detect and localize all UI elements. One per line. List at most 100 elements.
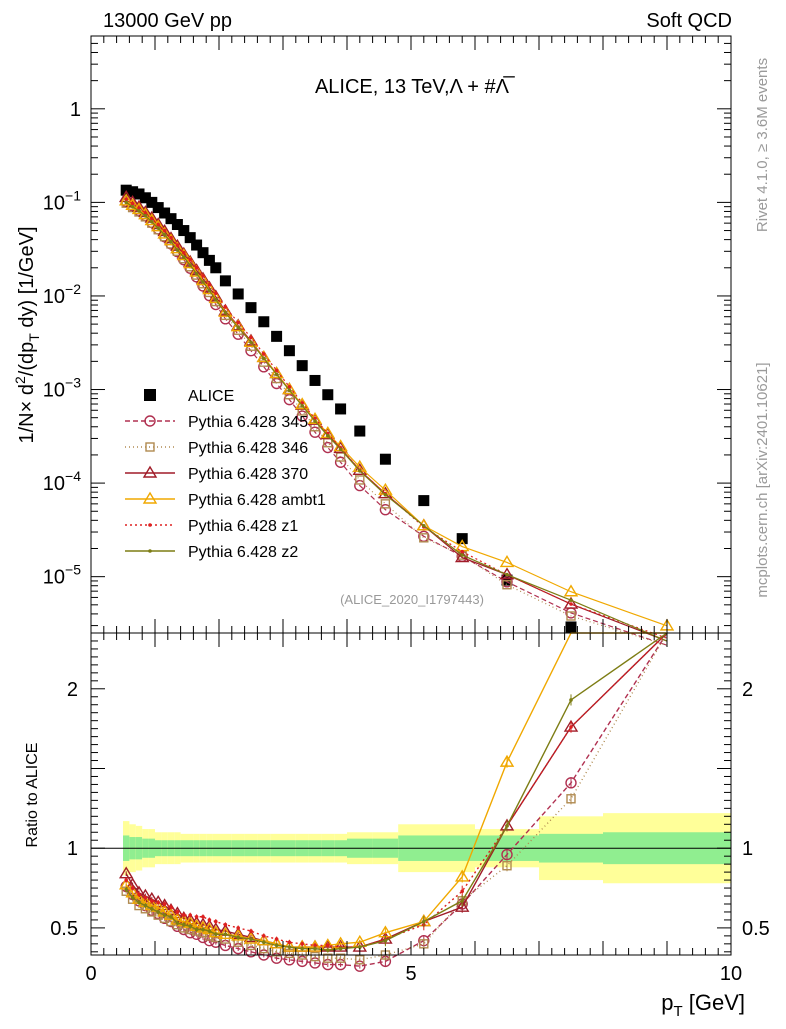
ratio-data-point bbox=[163, 907, 179, 920]
series-pythia-6-428-z2 bbox=[124, 200, 668, 642]
main-data-point bbox=[156, 222, 160, 227]
ratio-data-point bbox=[262, 940, 266, 945]
main-y-tick-label: 10−4 bbox=[43, 468, 81, 495]
main-data-point bbox=[419, 533, 429, 543]
legend-entry: Pythia 6.428 370 bbox=[125, 465, 308, 483]
ratio-data-point bbox=[313, 943, 317, 948]
ratio-data-point bbox=[130, 895, 135, 900]
main-y-tick-label: 10−3 bbox=[43, 375, 81, 402]
ratio-series-pythia-6-428-ambt1 bbox=[118, 632, 667, 952]
main-data-point bbox=[283, 345, 295, 357]
main-data-point bbox=[201, 280, 205, 284]
ratio-data-point bbox=[143, 903, 148, 908]
ratio-panel-frame bbox=[90, 632, 732, 956]
ratio-data-point bbox=[214, 932, 218, 937]
ratio-data-point bbox=[300, 946, 305, 951]
main-data-point bbox=[232, 288, 244, 300]
ratio-data-point bbox=[256, 933, 272, 946]
main-data-point bbox=[333, 441, 348, 454]
ratio-data-point bbox=[323, 953, 333, 963]
ratio-data-point bbox=[188, 913, 192, 917]
main-data-point bbox=[169, 235, 173, 240]
ylabel-main: 1/N× d bbox=[16, 384, 38, 443]
main-data-point bbox=[262, 356, 266, 361]
ratio-data-point bbox=[383, 938, 388, 943]
main-data-point bbox=[150, 220, 154, 224]
ratio-data-point bbox=[355, 955, 365, 965]
ratio-data-point bbox=[169, 914, 173, 919]
main-data-point bbox=[326, 434, 330, 438]
main-y-tick-exp: −3 bbox=[65, 375, 81, 391]
header-left: 13000 GeV pp bbox=[103, 10, 232, 32]
main-data-point bbox=[258, 316, 270, 328]
ratio-data-point bbox=[208, 925, 224, 938]
ratio-series-line bbox=[125, 632, 668, 961]
main-data-point bbox=[214, 297, 218, 302]
main-data-point bbox=[191, 239, 203, 251]
legend-entry: Pythia 6.428 ambt1 bbox=[125, 491, 326, 509]
legend: ALICE Pythia 6.428 345 Pythia 6.428 346 Pyt… bbox=[125, 388, 326, 561]
main-data-point bbox=[300, 403, 305, 408]
main-data-point bbox=[210, 262, 222, 274]
main-data-point bbox=[501, 576, 513, 588]
ratio-data-point bbox=[358, 945, 362, 949]
main-data-point bbox=[569, 598, 573, 603]
ratio-data-point bbox=[137, 900, 141, 905]
ratio-data-point bbox=[335, 953, 346, 963]
ratio-data-point bbox=[501, 848, 513, 861]
main-data-point bbox=[197, 247, 209, 259]
main-y-tick-base: 10 bbox=[43, 286, 65, 308]
main-data-point bbox=[383, 492, 388, 497]
main-ylabel: 1/N× d2/(dpT dy) [1/GeV] bbox=[12, 226, 42, 443]
ratio-data-point bbox=[223, 932, 228, 937]
main-data-point bbox=[236, 320, 240, 325]
main-data-point bbox=[143, 213, 148, 218]
main-data-point bbox=[422, 523, 426, 528]
ratio-data-point bbox=[162, 902, 167, 906]
main-data-point bbox=[118, 193, 134, 206]
main-data-point bbox=[322, 441, 334, 454]
main-data-point bbox=[169, 239, 173, 244]
main-data-point bbox=[143, 211, 148, 215]
ratio-data-point bbox=[565, 777, 577, 789]
ratio-data-point bbox=[162, 913, 167, 917]
ratio-data-point bbox=[230, 928, 246, 941]
ratio-axes: 0.5 1 2 0.5 1 2 0 5 10 bbox=[50, 632, 770, 985]
ratio-data-point bbox=[502, 861, 512, 871]
ratio-uncertainty-band bbox=[91, 813, 731, 884]
ratio-data-point bbox=[236, 935, 240, 940]
legend-entry: ALICE bbox=[144, 388, 234, 405]
main-data-point bbox=[379, 503, 392, 516]
main-data-point bbox=[202, 282, 217, 295]
ratio-y-tick-label-right: 2 bbox=[742, 679, 753, 701]
ratio-data-point bbox=[207, 918, 212, 922]
ratio-data-point bbox=[124, 878, 128, 882]
ratio-y-tick-label-right: 1 bbox=[742, 838, 753, 860]
ratio-x-tick-label: 10 bbox=[720, 963, 742, 985]
ratio-data-point bbox=[454, 869, 470, 882]
main-data-point bbox=[296, 410, 308, 422]
main-data-point bbox=[505, 572, 509, 577]
main-data-point bbox=[355, 475, 365, 485]
ratio-data-point bbox=[569, 698, 573, 702]
legend-entry: Pythia 6.428 345 bbox=[125, 414, 308, 431]
ratio-data-point bbox=[137, 892, 141, 897]
ratio-data-point bbox=[249, 937, 253, 941]
legend-entry: Pythia 6.428 z1 bbox=[125, 518, 298, 535]
main-data-point bbox=[194, 265, 199, 270]
ratio-xlabel: pT [GeV] bbox=[661, 990, 745, 1020]
ratio-data-point bbox=[150, 906, 154, 911]
main-data-point bbox=[309, 426, 321, 438]
ratio-data-point bbox=[287, 945, 292, 949]
ratio-data-point bbox=[130, 886, 135, 890]
main-data-point bbox=[139, 192, 151, 204]
main-data-point bbox=[163, 233, 179, 246]
main-data-point bbox=[175, 248, 180, 252]
ratio-data-point bbox=[326, 943, 330, 948]
ratio-data-point bbox=[202, 922, 217, 935]
main-y-tick-base: 10 bbox=[43, 473, 65, 495]
ratio-data-point bbox=[156, 900, 160, 905]
main-data-point bbox=[127, 186, 139, 198]
main-data-point bbox=[146, 196, 158, 208]
